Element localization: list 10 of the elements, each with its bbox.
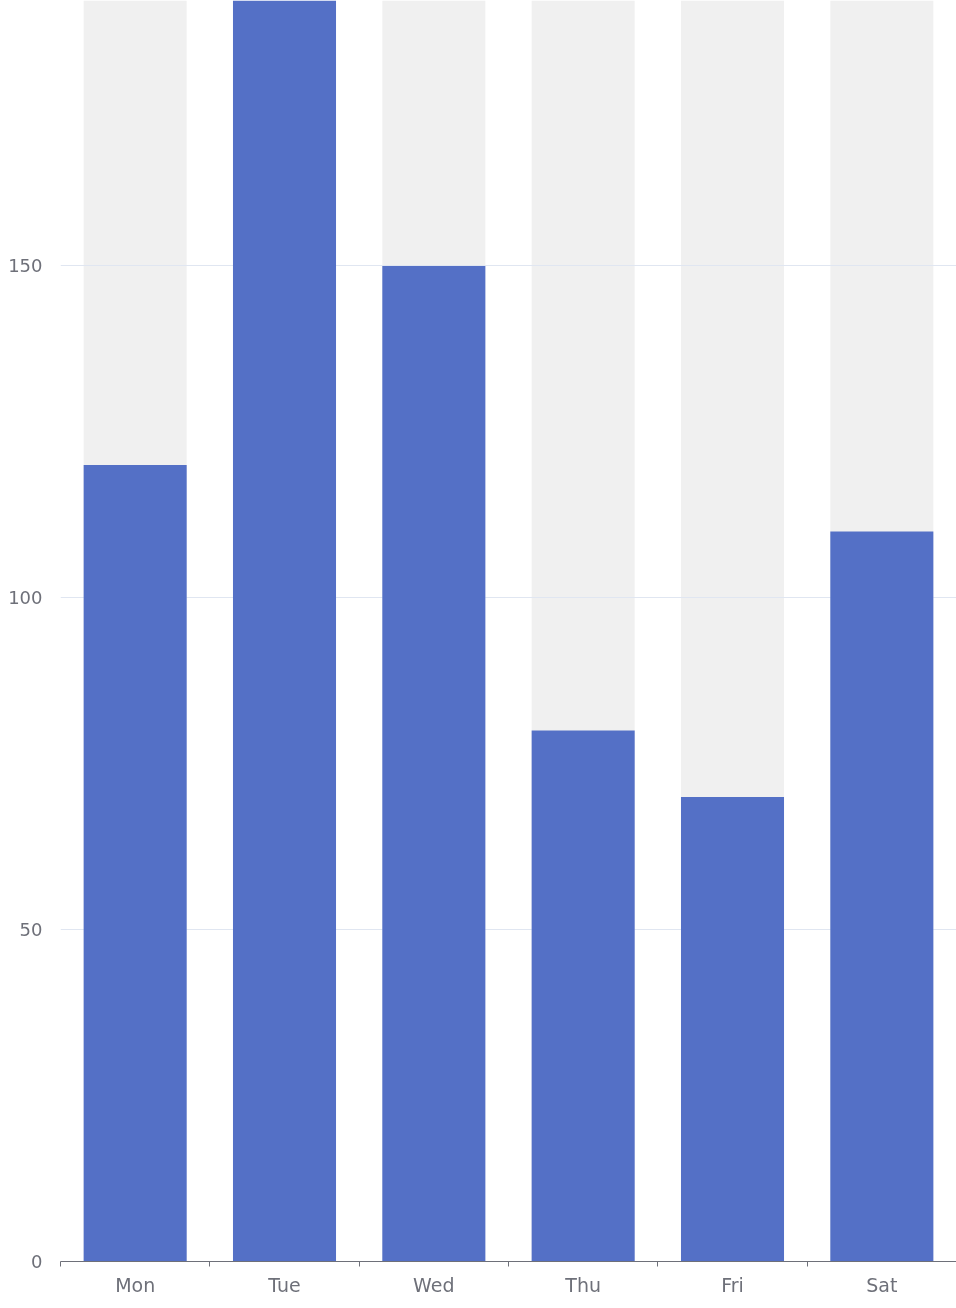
x-tick-label: Fri	[721, 1273, 744, 1296]
y-tick-label: 150	[8, 255, 43, 277]
y-tick-label: 100	[8, 587, 43, 609]
y-tick-label: 50	[19, 919, 43, 941]
x-tick-label: Mon	[115, 1273, 156, 1296]
x-tick-label: Wed	[413, 1273, 455, 1296]
x-tick-label: Sat	[866, 1273, 898, 1296]
x-tick-label: Tue	[267, 1273, 301, 1296]
x-tick-label: Thu	[564, 1273, 602, 1296]
y-tick-label: 0	[31, 1251, 43, 1272]
